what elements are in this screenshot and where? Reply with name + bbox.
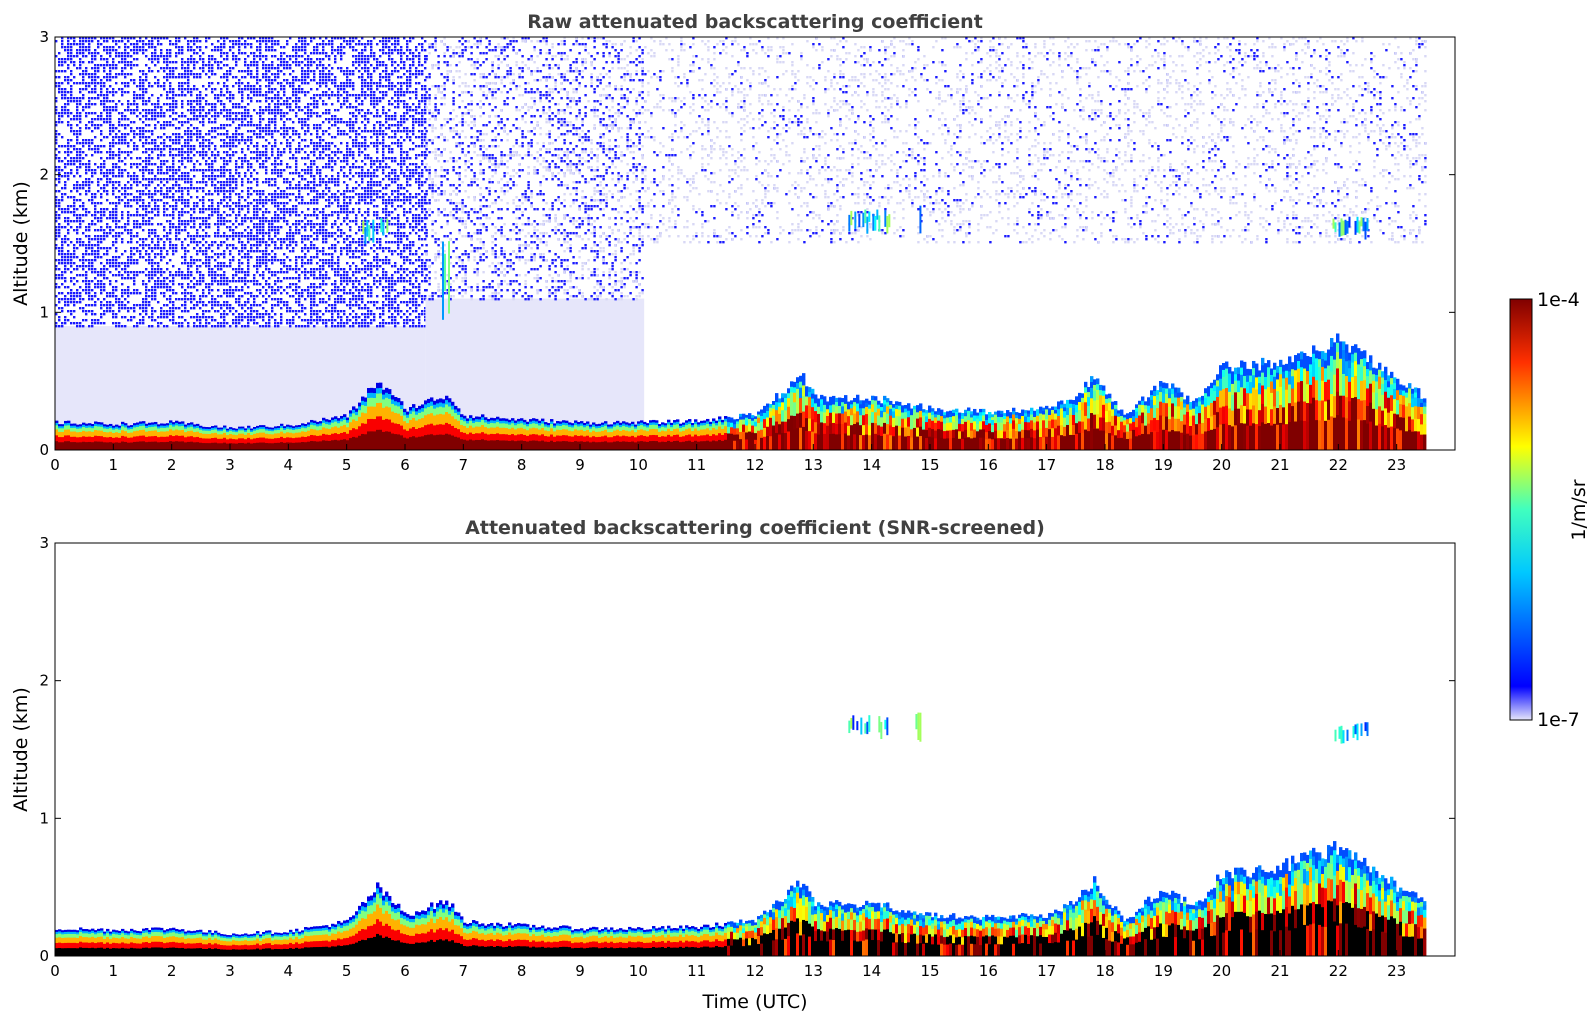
- x-tick-label: 21: [1270, 962, 1289, 980]
- x-tick-label: 12: [745, 456, 764, 474]
- x-tick-label: 6: [400, 456, 410, 474]
- x-tick-label: 20: [1212, 962, 1231, 980]
- boundary-layer: [55, 333, 1427, 450]
- x-axis-label: Time (UTC): [701, 991, 807, 1013]
- panel-screened-title: Attenuated backscattering coefficient (S…: [465, 517, 1045, 539]
- x-tick-label: 2: [167, 456, 177, 474]
- x-tick-label: 10: [629, 456, 648, 474]
- x-tick-label: 16: [979, 456, 998, 474]
- x-tick-label: 14: [862, 456, 881, 474]
- panel-raw-axes: 0 1 2 3 4 5 6 7 8 9 10 11 12 13 14 15 16 17 18 19 20 21 22 2301…: [39, 28, 1455, 474]
- colorbar-max-label: 1e-4: [1537, 289, 1580, 311]
- x-tick-label: 5: [342, 962, 352, 980]
- x-tick-label: 13: [804, 962, 823, 980]
- colorbar-ramp: [1509, 298, 1533, 721]
- x-tick-label: 6: [400, 962, 410, 980]
- x-tick-label: 18: [1095, 456, 1114, 474]
- panel-screened: Attenuated backscattering coefficient (S…: [10, 517, 1456, 1013]
- y-tick-label: 0: [39, 947, 49, 965]
- x-tick-label: 13: [804, 456, 823, 474]
- x-tick-label: 9: [575, 456, 585, 474]
- y-tick-label: 1: [39, 303, 49, 321]
- x-tick-label: 2: [167, 962, 177, 980]
- feature-aerosol-layer: [442, 241, 450, 320]
- colorbar: 1e-4 1e-7 1/m/sr: [1509, 289, 1590, 731]
- y-tick-label: 2: [39, 672, 49, 690]
- feature-cloud: [848, 715, 889, 739]
- x-tick-label: 18: [1095, 962, 1114, 980]
- y-tick-label: 3: [39, 28, 49, 46]
- feature-cloud: [915, 712, 922, 742]
- x-tick-label: 9: [575, 962, 585, 980]
- x-tick-label: 0: [50, 962, 60, 980]
- x-tick-label: 15: [920, 962, 939, 980]
- x-tick-label: 1: [109, 456, 119, 474]
- x-tick-label: 3: [225, 456, 235, 474]
- x-tick-label: 8: [517, 962, 527, 980]
- x-tick-label: 0: [50, 456, 60, 474]
- x-tick-label: 4: [284, 962, 294, 980]
- x-tick-label: 11: [687, 456, 706, 474]
- panel-raw: Raw attenuated backscattering coefficien…: [10, 11, 1456, 474]
- panel-raw-plot: [55, 37, 1427, 450]
- x-tick-label: 19: [1154, 456, 1173, 474]
- y-tick-label: 2: [39, 166, 49, 184]
- y-tick-label: 3: [39, 534, 49, 552]
- x-tick-label: 19: [1154, 962, 1173, 980]
- x-tick-label: 5: [342, 456, 352, 474]
- feature-aerosol-layer: [362, 218, 389, 244]
- y-tick-label: 0: [39, 441, 49, 459]
- boundary-layer: [55, 841, 1427, 956]
- x-tick-label: 21: [1270, 456, 1289, 474]
- x-tick-label: 8: [517, 456, 527, 474]
- colorbar-unit-label: 1/m/sr: [1568, 479, 1590, 540]
- feature-cloud: [848, 209, 891, 234]
- x-tick-label: 7: [459, 456, 469, 474]
- noise-speckle: [425, 37, 644, 301]
- x-tick-label: 15: [920, 456, 939, 474]
- x-tick-label: 12: [745, 962, 764, 980]
- x-tick-label: 17: [1037, 962, 1056, 980]
- noise-speckle: [55, 37, 427, 328]
- x-tick-label: 17: [1037, 456, 1056, 474]
- x-tick-label: 20: [1212, 456, 1231, 474]
- y-tick-label: 1: [39, 809, 49, 827]
- x-tick-label: 22: [1329, 962, 1348, 980]
- panel-screened-axes: 0 1 2 3 4 5 6 7 8 9 10 11 12 13 14 15 16 17 18 19 20 21 22 2301…: [39, 534, 1455, 980]
- panel-screened-ylabel: Altitude (km): [10, 687, 32, 812]
- x-tick-label: 11: [687, 962, 706, 980]
- x-tick-label: 16: [979, 962, 998, 980]
- x-tick-label: 10: [629, 962, 648, 980]
- x-tick-label: 4: [284, 456, 294, 474]
- x-tick-label: 14: [862, 962, 881, 980]
- x-tick-label: 1: [109, 962, 119, 980]
- x-tick-label: 23: [1387, 962, 1406, 980]
- x-tick-label: 23: [1387, 456, 1406, 474]
- panel-screened-plot: [55, 712, 1427, 956]
- noise-speckle: [644, 37, 1427, 244]
- panel-raw-title: Raw attenuated backscattering coefficien…: [527, 11, 983, 33]
- colorbar-min-label: 1e-7: [1537, 709, 1580, 731]
- x-tick-label: 3: [225, 962, 235, 980]
- feature-cloud: [1332, 216, 1369, 240]
- feature-cloud: [1334, 722, 1369, 744]
- feature-cloud: [919, 205, 922, 234]
- panel-raw-ylabel: Altitude (km): [10, 181, 32, 306]
- x-tick-label: 22: [1329, 456, 1348, 474]
- x-tick-label: 7: [459, 962, 469, 980]
